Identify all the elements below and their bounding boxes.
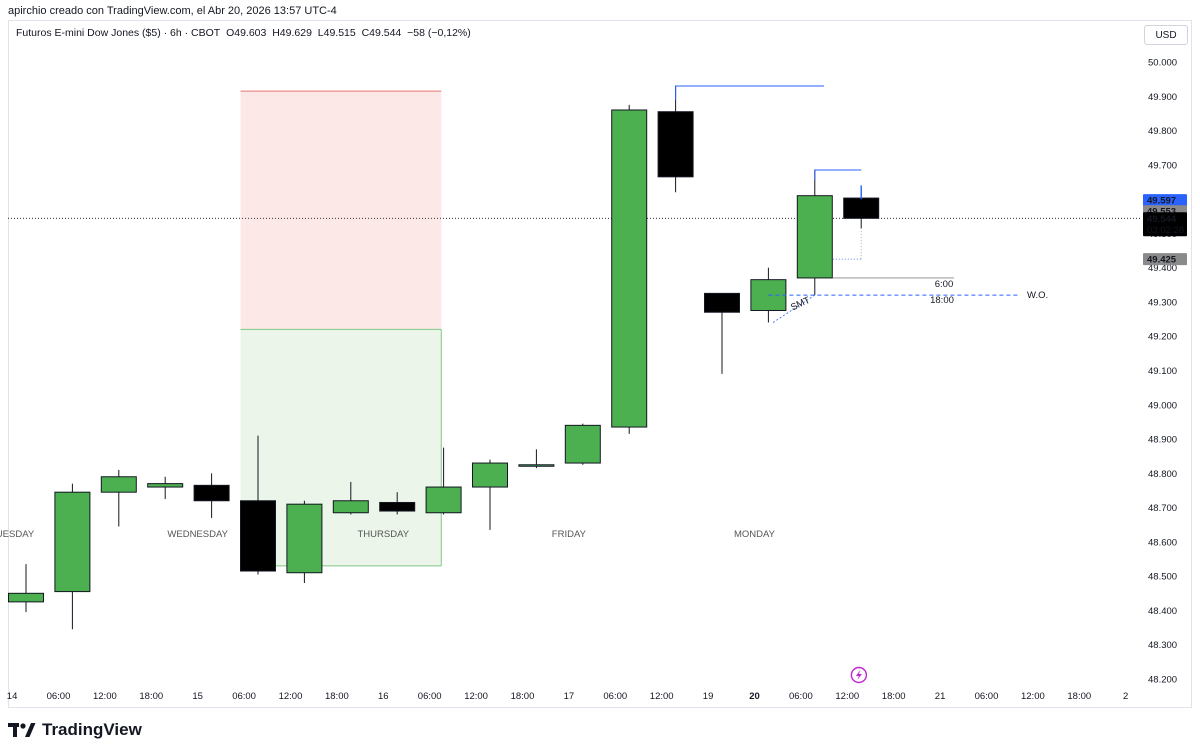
- brand-name: TradingView: [42, 720, 142, 739]
- y-tick-label: 49.800: [1148, 126, 1177, 137]
- annotation-smt: SMT: [789, 295, 812, 314]
- x-tick-label: 12:00: [650, 691, 674, 702]
- y-tick-label: 50.000: [1148, 58, 1177, 69]
- x-tick-label: 12:00: [279, 691, 303, 702]
- ohlc-low: L49.515: [317, 27, 356, 39]
- tradingview-brand[interactable]: TradingView: [8, 720, 142, 740]
- annotation-wo: W.O.: [1027, 290, 1048, 301]
- candle-up: [147, 483, 184, 488]
- x-tick-label: 18:00: [139, 691, 163, 702]
- x-tick-label: 21: [935, 691, 946, 702]
- price-label-countdown: 03:02:28: [1147, 225, 1184, 236]
- y-tick-label: 49.900: [1148, 92, 1177, 103]
- y-tick-label: 48.200: [1148, 675, 1177, 686]
- chart-frame[interactable]: [8, 20, 1192, 708]
- x-tick-label: 17: [564, 691, 575, 702]
- ohlc-close: C49.544: [361, 27, 402, 39]
- y-tick-label: 48.700: [1148, 503, 1177, 514]
- x-tick-label: 06:00: [789, 691, 813, 702]
- candle-down: [379, 501, 416, 512]
- x-tick-label: 12:00: [1021, 691, 1045, 702]
- high-liquidity-line: [675, 85, 825, 100]
- y-tick-label: 48.400: [1148, 606, 1177, 617]
- price-label-box: [1143, 194, 1187, 207]
- y-tick-label: 49.200: [1148, 332, 1177, 343]
- candle-up: [796, 195, 833, 279]
- x-tick-label: 18:00: [882, 691, 906, 702]
- candle-up: [472, 462, 508, 488]
- candle-up: [564, 424, 601, 464]
- candle-up: [518, 464, 555, 467]
- day-label: WEDNESDAY: [167, 529, 228, 540]
- price-label-text: 49.597: [1147, 196, 1176, 207]
- x-tick-label: 19: [703, 691, 714, 702]
- symbol-legend: Futuros E-mini Dow Jones ($5) · 6h · CBO…: [16, 27, 471, 39]
- price-label-text: 49.425: [1147, 255, 1177, 266]
- day-label: MONDAY: [734, 529, 776, 540]
- y-tick-label: 48.300: [1148, 640, 1177, 651]
- x-tick-label: 06:00: [418, 691, 442, 702]
- y-tick-label: 48.900: [1148, 435, 1177, 446]
- y-tick-label: 48.800: [1148, 469, 1177, 480]
- x-tick-label: 12:00: [93, 691, 117, 702]
- x-tick-label: 18:00: [325, 691, 349, 702]
- ohlc-change: −58 (−0,12%): [407, 27, 471, 39]
- x-tick-label: 06:00: [47, 691, 71, 702]
- recent-high-line: [814, 169, 862, 180]
- candle-up: [8, 592, 44, 603]
- creator-line: apirchio creado con TradingView.com, el …: [8, 5, 337, 17]
- annotation-6: 6:00: [935, 279, 954, 290]
- y-tick-label: 49.000: [1148, 400, 1177, 411]
- candle-up: [611, 109, 648, 428]
- price-label-box: [1143, 253, 1187, 266]
- x-tick-label: 06:00: [603, 691, 627, 702]
- y-tick-label: 49.700: [1148, 160, 1177, 171]
- candle-up: [54, 491, 91, 593]
- y-tick-label: 48.500: [1148, 572, 1177, 583]
- day-label: THURSDAY: [357, 529, 409, 540]
- tradingview-logo-icon: [8, 723, 36, 737]
- candle-up: [286, 503, 323, 574]
- symbol-name[interactable]: Futuros E-mini Dow Jones ($5) · 6h · CBO…: [16, 27, 221, 39]
- candle-up: [332, 500, 369, 514]
- candle-down: [240, 500, 276, 572]
- price-label-box: [1143, 212, 1187, 237]
- x-tick-label: 12:00: [464, 691, 488, 702]
- annotation-18: 18:00: [930, 295, 954, 306]
- x-tick-label: 14: [7, 691, 18, 702]
- price-label-text: 49.544: [1147, 214, 1177, 225]
- x-tick-label: 18:00: [511, 691, 535, 702]
- candle-up: [100, 476, 137, 493]
- y-tick-label: 49.300: [1148, 297, 1177, 308]
- lightning-bolt-shape: [855, 670, 862, 680]
- ohlc-high: H49.629: [272, 27, 312, 39]
- candle-down: [843, 197, 880, 219]
- y-tick-label: 49.100: [1148, 366, 1177, 377]
- x-tick-label: 18:00: [1067, 691, 1091, 702]
- x-tick-label: 20: [749, 691, 760, 702]
- x-tick-label: 2: [1123, 691, 1128, 702]
- lightning-icon: [850, 666, 868, 684]
- x-tick-label: 06:00: [975, 691, 999, 702]
- candle-down: [193, 484, 230, 502]
- price-label-text: 49.553: [1147, 207, 1176, 218]
- x-tick-label: 06:00: [232, 691, 256, 702]
- stop-loss-zone: [240, 91, 442, 330]
- day-label: TUESDAY: [0, 529, 35, 540]
- currency-button[interactable]: USD: [1144, 25, 1188, 45]
- x-tick-label: 16: [378, 691, 389, 702]
- smt-divergence-line: [772, 294, 816, 323]
- y-tick-label: 49.400: [1148, 263, 1177, 274]
- day-label: FRIDAY: [552, 529, 587, 540]
- candle-down: [657, 111, 694, 178]
- candle-up: [425, 486, 462, 514]
- x-tick-label: 15: [192, 691, 203, 702]
- x-tick-label: 12:00: [835, 691, 859, 702]
- candle-down: [704, 292, 740, 313]
- y-tick-label: 48.600: [1148, 537, 1177, 548]
- ohlc-open: O49.603: [226, 27, 267, 39]
